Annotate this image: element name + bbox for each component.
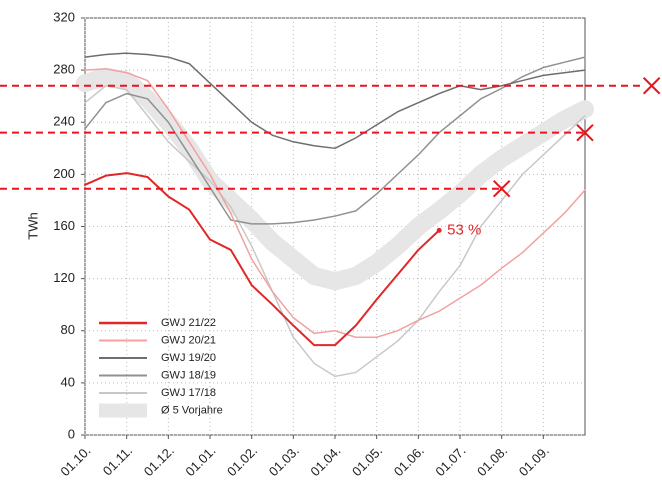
legend: GWJ 21/22 GWJ 20/21 GWJ 19/20 GWJ 18/19 GWJ …: [99, 317, 223, 418]
x-tick-label: 01.05.: [349, 443, 385, 479]
legend-label: GWJ 18/19: [161, 369, 216, 381]
x-tick-label: 01.04.: [307, 443, 343, 479]
x-tick-label: 01.08.: [474, 443, 510, 479]
series-line: [84, 52, 586, 150]
y-tick-label: 40: [61, 374, 75, 389]
x-tick-label: 01.02.: [224, 443, 260, 479]
legend-swatch: [99, 403, 147, 418]
legend-label: Ø 5 Vorjahre: [161, 404, 223, 416]
legend-label: GWJ 21/22: [161, 317, 216, 329]
x-tick-label: 01.06.: [391, 443, 427, 479]
reference-marker: [642, 77, 661, 95]
series-line: [84, 56, 586, 225]
legend-label: GWJ 17/18: [161, 387, 216, 399]
legend-label: GWJ 19/20: [161, 352, 216, 364]
x-tick-label: 01.10.: [57, 443, 93, 479]
x-tick-label: 01.11.: [100, 443, 135, 478]
x-tick-label: 01.09.: [516, 443, 552, 479]
reference-marker: [492, 180, 511, 198]
y-tick-label: 320: [53, 9, 75, 24]
reference-marker: [576, 123, 594, 142]
y-tick-label: 160: [53, 218, 75, 233]
y-axis-label: TWh: [25, 212, 40, 239]
y-tick-label: 80: [61, 322, 75, 337]
annotation: 53 %: [447, 221, 481, 238]
y-tick-label: 200: [53, 166, 75, 181]
y-tick-label: 0: [68, 426, 75, 441]
x-tick-label: 01.01.: [182, 443, 218, 479]
x-tick-label: 01.07.: [432, 443, 468, 479]
y-tick-label: 280: [53, 62, 75, 77]
series-line: [84, 172, 441, 347]
x-tick-label: 01.12.: [141, 443, 177, 479]
legend-label: GWJ 20/21: [161, 334, 216, 346]
x-tick-label: 01.03.: [266, 443, 302, 479]
series-line: [84, 68, 586, 339]
y-tick-label: 120: [53, 270, 75, 285]
annotation-point: [436, 227, 442, 233]
series-line: [84, 85, 586, 378]
y-tick-label: 240: [53, 114, 75, 129]
